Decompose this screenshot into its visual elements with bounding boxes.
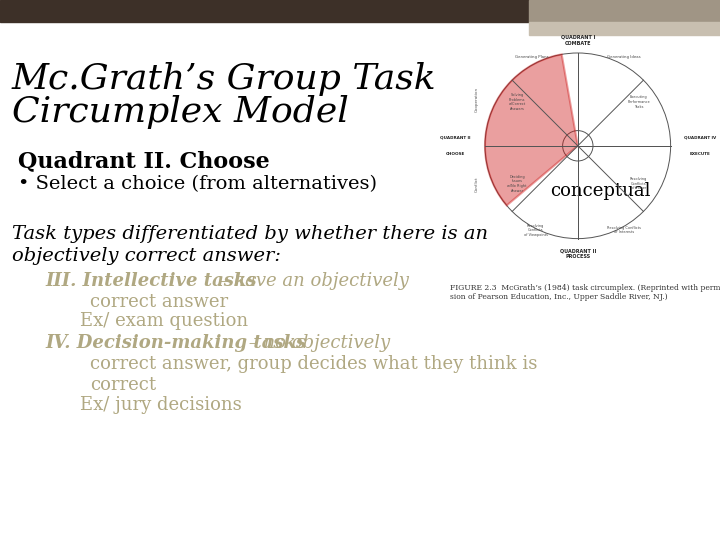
Text: conceptual: conceptual [550, 182, 650, 200]
Text: correct answer: correct answer [90, 293, 228, 311]
Text: QUADRANT II
PROCESS: QUADRANT II PROCESS [559, 248, 596, 259]
Bar [0, 0, 529, 22]
Text: – no objectively: – no objectively [243, 334, 390, 352]
Text: Solving
Problems
w/Correct
Answers: Solving Problems w/Correct Answers [508, 93, 526, 111]
Text: Generating Ideas: Generating Ideas [608, 55, 641, 59]
Text: CHOOSE: CHOOSE [446, 152, 465, 156]
Polygon shape [485, 55, 577, 205]
Text: QUADRANT IV: QUADRANT IV [684, 136, 716, 139]
Text: Executing
Performance
Tasks: Executing Performance Tasks [627, 96, 650, 109]
Text: Ex/ exam question: Ex/ exam question [80, 312, 248, 330]
Text: QUADRANT I
COMBATE: QUADRANT I COMBATE [561, 35, 595, 46]
Text: correct: correct [90, 376, 156, 394]
Text: Resolving Conflicts
of Interests: Resolving Conflicts of Interests [607, 226, 642, 234]
Text: Resolving
Conflicts
of Viewpoints: Resolving Conflicts of Viewpoints [523, 224, 548, 237]
Text: Cooperation: Cooperation [474, 87, 479, 112]
Text: Resolving
Conflicts
of Power: Resolving Conflicts of Power [630, 177, 647, 191]
Text: QUADRANT II: QUADRANT II [440, 136, 471, 139]
Text: Mc.Grath’s Group Task: Mc.Grath’s Group Task [12, 62, 436, 96]
Bar [529, 22, 720, 35]
Text: Task types differentiated by whether there is an: Task types differentiated by whether the… [12, 225, 488, 243]
Text: Circumplex Model: Circumplex Model [12, 95, 348, 129]
Text: objectively correct answer:: objectively correct answer: [12, 247, 281, 265]
Text: Ex/ jury decisions: Ex/ jury decisions [80, 396, 242, 414]
Text: • Select a choice (from alternatives): • Select a choice (from alternatives) [18, 175, 377, 193]
Text: correct answer, group decides what they think is: correct answer, group decides what they … [90, 355, 537, 373]
Bar [529, 0, 720, 22]
Text: EXECUTE: EXECUTE [690, 152, 711, 156]
Text: Quadrant II. Choose: Quadrant II. Choose [18, 150, 270, 172]
Text: IV. Decision-making tasks: IV. Decision-making tasks [45, 334, 306, 352]
Text: Generating Plans: Generating Plans [515, 55, 548, 59]
Text: FIGURE 2.3  McGrath’s (1984) task circumplex. (Reprinted with permis-
sion of Pe: FIGURE 2.3 McGrath’s (1984) task circump… [450, 284, 720, 301]
Text: Conflict: Conflict [474, 176, 479, 192]
Text: III. Intellective tasks: III. Intellective tasks [45, 272, 256, 290]
Text: Deciding
Issues
w/No Right
Answer: Deciding Issues w/No Right Answer [508, 175, 527, 193]
Text: – have an objectively: – have an objectively [213, 272, 409, 290]
